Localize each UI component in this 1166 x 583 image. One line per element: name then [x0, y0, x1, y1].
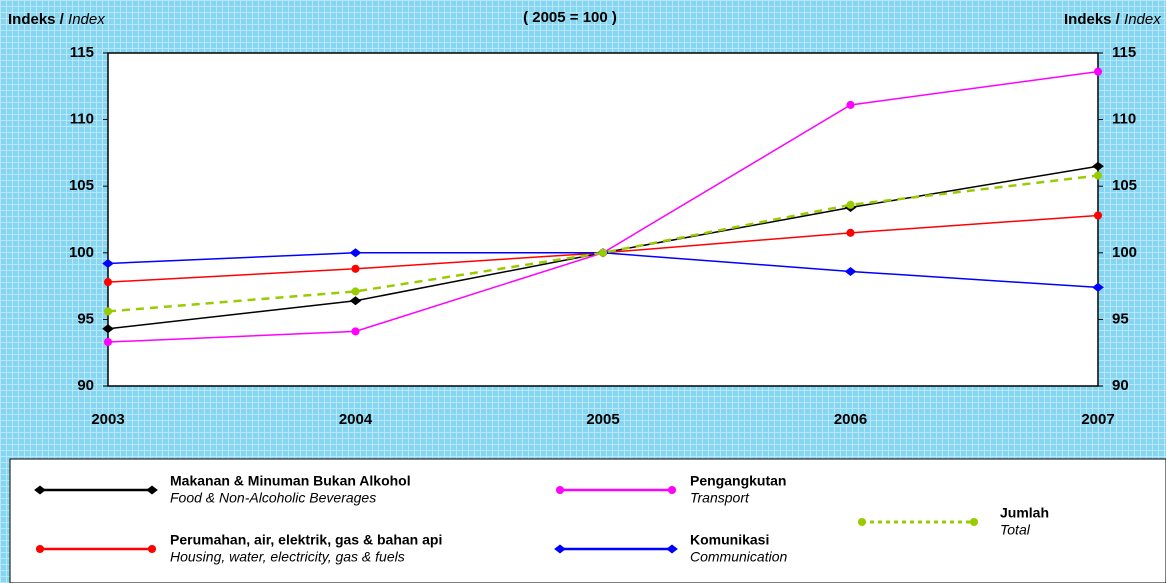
y2-tick-label: 105 — [1112, 177, 1137, 194]
y2-axis-label: Indeks / Index — [1064, 11, 1161, 28]
legend-marker — [857, 517, 867, 527]
legend-marker — [554, 544, 566, 554]
data-point — [351, 287, 360, 296]
data-point — [1092, 282, 1104, 292]
x-tick-label: 2006 — [834, 411, 867, 428]
data-point — [1093, 171, 1103, 180]
data-point — [846, 228, 855, 237]
data-point — [1092, 161, 1104, 171]
y-tick-label: 95 — [77, 310, 94, 327]
data-point — [349, 248, 362, 258]
data-point — [844, 266, 857, 276]
y-axis-label: Indeks / Index — [8, 11, 105, 28]
legend-marker — [667, 485, 677, 495]
data-point — [102, 258, 114, 268]
y2-tick-label: 100 — [1112, 244, 1137, 261]
legend-marker — [147, 544, 157, 554]
subtitle: ( 2005 = 100 ) — [523, 9, 617, 26]
data-point — [1093, 211, 1103, 220]
legend-marker — [666, 544, 678, 554]
legend-label-en: Housing, water, electricity, gas & fuels — [170, 549, 405, 565]
legend-label: Komunikasi — [690, 532, 769, 548]
data-point — [1093, 67, 1103, 76]
legend-label: Perumahan, air, elektrik, gas & bahan ap… — [170, 532, 442, 548]
legend-label: Makanan & Minuman Bukan Alkohol — [170, 473, 411, 489]
legend-label-en: Communication — [690, 549, 787, 565]
y-tick-label: 115 — [70, 44, 94, 61]
y-tick-label: 90 — [77, 377, 94, 394]
y-tick-label: 110 — [70, 111, 94, 128]
data-point — [103, 307, 113, 316]
legend-label: Pengangkutan — [690, 473, 786, 489]
y2-tick-label: 90 — [1112, 377, 1129, 394]
x-tick-label: 2007 — [1081, 411, 1114, 428]
data-point — [351, 327, 360, 336]
legend-marker — [555, 485, 565, 495]
y-tick-label: 100 — [69, 244, 94, 261]
legend-label-en: Transport — [690, 490, 750, 506]
legend-marker — [35, 544, 45, 554]
series-line — [107, 174, 1099, 313]
y2-tick-label: 115 — [1112, 44, 1136, 61]
x-tick-label: 2003 — [91, 411, 124, 428]
y2-tick-label: 110 — [1112, 111, 1136, 128]
legend-marker — [146, 485, 158, 495]
legend-marker — [34, 485, 46, 495]
y-tick-label: 105 — [69, 177, 94, 194]
x-tick-label: 2005 — [586, 411, 619, 428]
legend-label-en: Total — [1000, 522, 1031, 538]
data-point — [598, 248, 608, 257]
data-point — [349, 296, 362, 306]
y2-tick-label: 95 — [1112, 310, 1129, 327]
data-point — [102, 324, 114, 334]
data-point — [103, 337, 113, 347]
legend-marker — [969, 517, 979, 527]
legend-label: Jumlah — [1000, 505, 1049, 521]
data-point — [103, 278, 113, 287]
x-tick-label: 2004 — [339, 411, 373, 428]
plot-area — [107, 52, 1099, 387]
data-point — [846, 100, 855, 109]
data-point — [846, 200, 855, 209]
data-point — [351, 264, 360, 273]
legend-label-en: Food & Non-Alcoholic Beverages — [170, 490, 376, 506]
